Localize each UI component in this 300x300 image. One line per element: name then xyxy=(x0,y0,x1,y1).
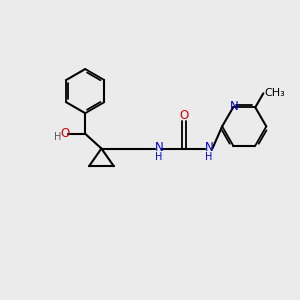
Text: N: N xyxy=(154,141,163,154)
Text: H: H xyxy=(155,152,163,162)
Text: H: H xyxy=(54,132,61,142)
Text: N: N xyxy=(230,100,239,112)
Text: CH₃: CH₃ xyxy=(265,88,286,98)
Text: O: O xyxy=(179,109,188,122)
Text: H: H xyxy=(205,152,213,162)
Text: N: N xyxy=(205,141,213,154)
Text: O: O xyxy=(60,127,69,140)
